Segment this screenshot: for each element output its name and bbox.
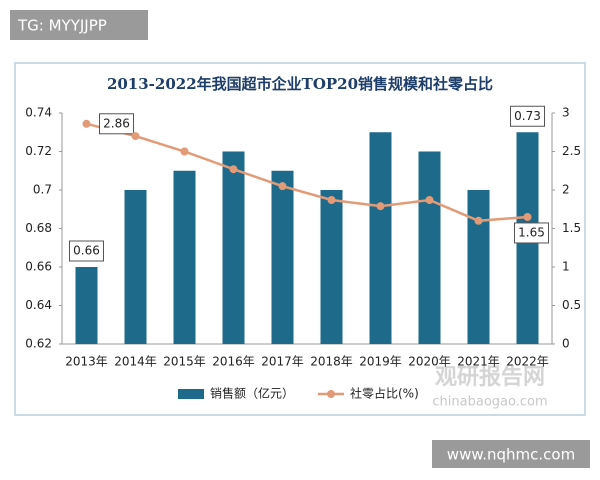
x-tick-label: 2018年: [310, 355, 353, 369]
chart-title: 2013-2022年我国超市企业TOP20销售规模和社零占比: [107, 75, 493, 93]
x-tick-label: 2017年: [261, 355, 304, 369]
line-marker: [278, 182, 287, 191]
y-tick-label: 0.68: [25, 221, 52, 235]
line-marker: [327, 196, 336, 205]
watermark: TG: MYYJJPP: [17, 17, 107, 35]
value-label-box: [514, 222, 549, 244]
x-tick-label: 2020年: [408, 355, 451, 369]
watermark-box: [10, 10, 148, 40]
y2-tick-label: 0: [562, 337, 570, 351]
line-marker: [523, 212, 532, 221]
line-marker: [474, 216, 483, 225]
y-tick-label: 0.62: [25, 337, 52, 351]
value-label: 2.86: [103, 116, 130, 130]
x-tick-label: 2021年: [457, 355, 500, 369]
x-tick-label: 2013年: [65, 355, 108, 369]
bar: [124, 190, 147, 344]
watermark-box: [432, 440, 590, 468]
bar: [271, 170, 294, 344]
y2-tick-label: 3: [562, 106, 570, 120]
legend-label: 社零占比(%): [350, 386, 419, 401]
y-tick-label: 0.7: [33, 183, 52, 197]
y-tick-label: 0.66: [25, 260, 52, 274]
line-marker: [131, 132, 140, 141]
x-tick-label: 2014年: [114, 355, 157, 369]
line-marker: [229, 165, 238, 174]
line-marker: [180, 147, 189, 156]
value-label: 1.65: [518, 225, 545, 239]
bar: [418, 151, 441, 344]
line-marker: [82, 119, 91, 128]
y-tick-label: 0.64: [25, 298, 52, 312]
x-tick-label: 2019年: [359, 355, 402, 369]
y-tick-label: 0.72: [25, 144, 52, 158]
bar: [320, 190, 343, 344]
legend-swatch: [178, 389, 204, 399]
bar: [369, 132, 392, 344]
line-marker: [425, 196, 434, 205]
legend-label: 销售额（亿元）: [210, 386, 294, 401]
x-tick-label: 2015年: [163, 355, 206, 369]
y2-tick-label: 2: [562, 183, 570, 197]
line: [86, 122, 528, 223]
y2-tick-label: 1.5: [562, 221, 581, 235]
value-label-box: [510, 105, 545, 127]
value-label: 0.73: [514, 109, 541, 123]
y-tick-label: 0.74: [25, 106, 52, 120]
logo-url: chinabaogao.com: [432, 395, 547, 410]
watermark: www.nqhmc.com: [447, 446, 575, 464]
value-label: 0.66: [73, 244, 100, 258]
bar: [467, 190, 490, 344]
value-label-box: [69, 240, 104, 262]
legend-swatch: [327, 390, 335, 398]
y2-tick-label: 2.5: [562, 144, 581, 158]
x-tick-label: 2016年: [212, 355, 255, 369]
line-marker: [376, 202, 385, 211]
y2-tick-label: 1: [562, 260, 570, 274]
bar: [222, 151, 245, 344]
value-label-box: [99, 113, 134, 135]
logo: 观研报告网: [435, 365, 545, 390]
y2-tick-label: 0.5: [562, 298, 581, 312]
bar: [173, 170, 196, 344]
bar: [75, 267, 98, 344]
x-tick-label: 2022年: [506, 355, 549, 369]
